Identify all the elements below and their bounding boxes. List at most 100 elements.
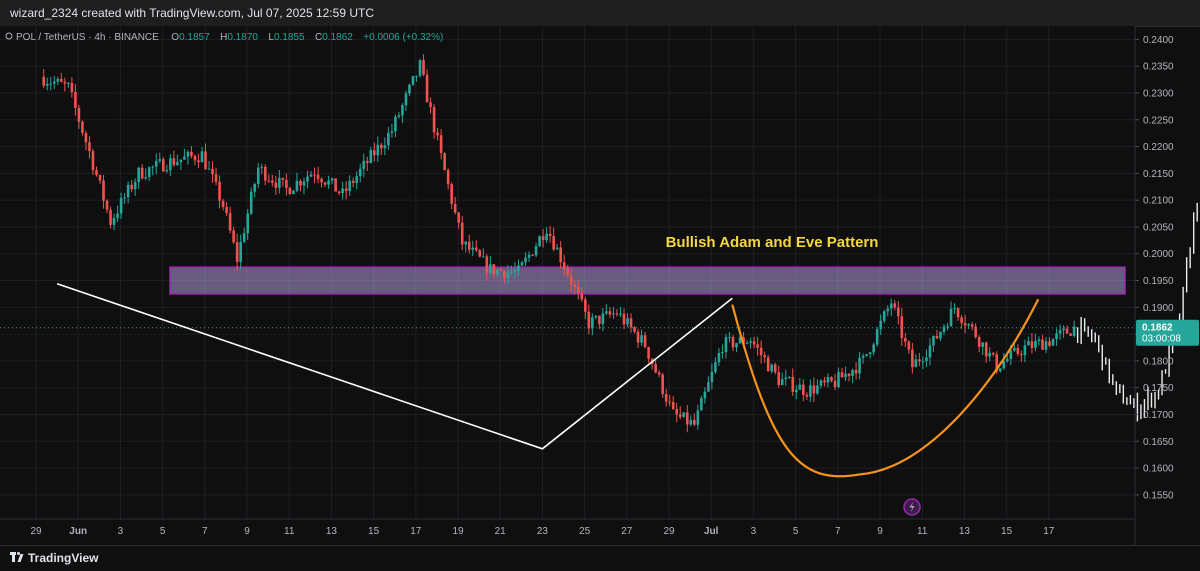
x-tick-label: 7 (202, 526, 208, 537)
candle-body (868, 352, 872, 355)
candle-body (228, 213, 232, 231)
candle-body (689, 420, 693, 425)
candle-body (320, 178, 323, 183)
candle-body (527, 254, 531, 258)
candle-body (432, 107, 436, 133)
candle-body (562, 262, 566, 269)
chart-header: wizard_2324 created with TradingView.com… (0, 0, 1200, 27)
price-axis[interactable]: 0.2400 0.2350 0.2300 0.2250 0.2200 0.2150 0.21… (1134, 26, 1199, 545)
candle-body (263, 166, 267, 181)
candle-body (323, 182, 327, 185)
candle-body (830, 377, 833, 381)
candle-body (341, 188, 344, 194)
candle-body (1009, 350, 1013, 360)
candle-body (946, 326, 949, 328)
candle-body (278, 177, 281, 188)
eve-curve (731, 298, 1040, 478)
candle-body (939, 331, 942, 339)
candle-body (707, 382, 710, 392)
candle-body (576, 286, 580, 294)
candle-body (91, 151, 95, 171)
candle-body (963, 323, 967, 326)
candle-body (991, 352, 995, 355)
y-tick-label: 0.2100 (1143, 196, 1174, 207)
candle-body (886, 308, 890, 312)
candle-body (756, 344, 759, 348)
candle-body (541, 236, 545, 241)
candle-body (369, 150, 373, 163)
candle-body (95, 170, 98, 176)
candle-body (130, 184, 133, 190)
x-tick-label: 29 (30, 526, 42, 537)
candle-body (1013, 347, 1016, 351)
candle-body (678, 414, 682, 417)
lightning-marker[interactable] (903, 498, 921, 516)
projected-candles (1076, 202, 1198, 422)
candle-body (766, 357, 770, 372)
candle-body (823, 380, 826, 383)
y-tick-label: 0.1700 (1143, 410, 1174, 421)
pattern-drawings[interactable] (56, 282, 1040, 478)
candle-body (249, 191, 253, 214)
candle-body (467, 241, 471, 250)
candle-body (668, 401, 672, 403)
candle-body (619, 313, 622, 315)
x-tick-label: 17 (410, 526, 422, 537)
candle-body (1044, 341, 1048, 350)
y-tick-label: 0.2300 (1143, 88, 1174, 99)
candle-body (102, 180, 105, 201)
candle-body (84, 133, 88, 143)
adam-v-line (56, 282, 733, 450)
candle-body (242, 233, 246, 242)
candle-body (144, 177, 148, 179)
candle-body (598, 315, 601, 324)
tradingview-logo[interactable]: TradingView (10, 551, 98, 565)
candle-body (675, 408, 679, 415)
candle-body (724, 337, 728, 353)
open-label: O (171, 32, 179, 43)
candle-body (809, 385, 812, 397)
y-tick-label: 0.1800 (1143, 356, 1174, 367)
candle-body (1048, 341, 1051, 346)
candle-body (970, 324, 974, 327)
candle-body (517, 265, 520, 271)
candle-body (685, 412, 689, 425)
candle-body (921, 361, 925, 363)
candle-body (953, 308, 956, 310)
candle-body (721, 352, 724, 354)
candle-body (158, 159, 162, 161)
symbol-legend[interactable]: POL / TetherUS · 4h · BINANCE O0.1857 H0… (5, 27, 443, 44)
candle-body (482, 256, 485, 258)
candle-body (154, 160, 158, 167)
candle-body (373, 150, 376, 156)
candle-body (112, 218, 116, 225)
candle-body (714, 362, 717, 372)
candle-body (605, 311, 608, 314)
candle-body (362, 160, 366, 169)
candle-body (837, 372, 840, 388)
candle-body (496, 269, 499, 275)
candle-body (225, 207, 228, 214)
candle-body (647, 347, 650, 359)
candle-body (221, 200, 225, 208)
candle-body (485, 256, 489, 273)
candle-body (896, 307, 900, 317)
candle-body (802, 384, 805, 395)
candle-body (1034, 340, 1037, 348)
candle-body (759, 347, 763, 356)
candle-body (162, 159, 165, 172)
candle-body (285, 179, 288, 188)
y-tick-label: 0.2050 (1143, 222, 1174, 233)
candle-body (77, 107, 81, 122)
time-axis[interactable]: 29 Jun 3 5 7 9 11 13 15 17 19 21 23 25 27 29 Jul 3 5 7 9 11 13… (0, 518, 1135, 537)
candle-body (105, 200, 109, 210)
candle-body (256, 167, 260, 184)
candle-body (1027, 341, 1030, 346)
candle-body (140, 167, 144, 179)
x-tick-label: 3 (118, 526, 124, 537)
x-tick-label: Jun (69, 526, 87, 537)
resistance-zone[interactable] (169, 266, 1126, 295)
price-chart[interactable]: Bullish Adam and Eve Pattern POL / Tethe… (0, 26, 1200, 545)
candle-body (489, 264, 492, 273)
pattern-annotation[interactable]: Bullish Adam and Eve Pattern (666, 234, 879, 251)
